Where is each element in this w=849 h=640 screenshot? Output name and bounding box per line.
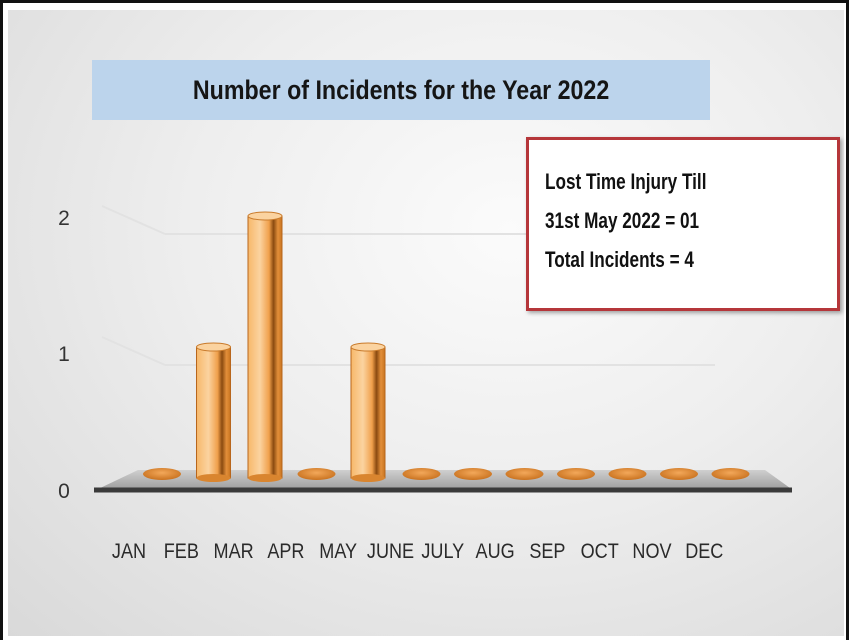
- chart-title: Number of Incidents for the Year 2022: [192, 74, 610, 105]
- chart-title-box: Number of Incidents for the Year 2022: [92, 60, 710, 120]
- bar-sep-zero: [557, 468, 595, 480]
- x-tick-label-nov: NOV: [632, 540, 671, 564]
- bar-base: [196, 474, 231, 482]
- bar-may: [350, 342, 386, 482]
- bar-body: [247, 215, 283, 479]
- annotation-line-2: 31st May 2022 = 01: [545, 208, 700, 233]
- bar-june-zero: [402, 468, 441, 480]
- bar-body: [196, 346, 231, 479]
- bar-top: [247, 211, 283, 221]
- bar-oct-zero: [608, 468, 647, 480]
- bar-apr-zero: [297, 468, 336, 480]
- x-tick-label-oct: OCT: [581, 540, 619, 564]
- bar-mar: [247, 211, 283, 482]
- y-tick-label: 1: [58, 343, 70, 366]
- x-tick-label-feb: FEB: [164, 540, 199, 564]
- bar-aug-zero: [505, 468, 544, 480]
- bar-nov-zero: [660, 468, 698, 480]
- bar-top: [196, 342, 231, 352]
- bar-top: [350, 342, 386, 352]
- bars: [143, 211, 750, 482]
- x-tick-label-aug: AUG: [476, 540, 515, 564]
- annotation-line-1: Lost Time Injury Till: [545, 169, 707, 194]
- x-tick-label-apr: APR: [267, 540, 304, 564]
- x-tick-label-dec: DEC: [685, 540, 723, 564]
- y-tick-label: 2: [58, 207, 70, 230]
- x-tick-label-sep: SEP: [529, 540, 565, 564]
- bar-dec-zero: [711, 468, 750, 480]
- x-tick-label-july: JULY: [421, 540, 464, 564]
- x-tick-label-june: JUNE: [367, 540, 414, 564]
- x-tick-label-mar: MAR: [214, 540, 254, 564]
- bar-feb: [196, 342, 231, 482]
- bar-base: [351, 474, 385, 482]
- y-axis: 0 1 2: [58, 207, 100, 503]
- bar-july-zero: [454, 468, 492, 480]
- bar-body: [350, 346, 386, 479]
- x-tick-label-may: MAY: [319, 540, 357, 564]
- annotation-line-3: Total Incidents = 4: [545, 247, 694, 272]
- x-tick-label-jan: JAN: [112, 540, 146, 564]
- annotation-box: Lost Time Injury Till 31st May 2022 = 01…: [526, 137, 840, 311]
- bar-jan-zero: [143, 468, 181, 480]
- bar-base: [248, 474, 282, 482]
- x-axis-labels: JAN FEB MAR APR MAY JUNE JULY AUG SEP OCT NOV DEC: [112, 540, 723, 564]
- y-tick-label: 0: [58, 480, 70, 503]
- gridline-diag-2: [101, 205, 166, 235]
- gridline-diag-1: [101, 336, 166, 366]
